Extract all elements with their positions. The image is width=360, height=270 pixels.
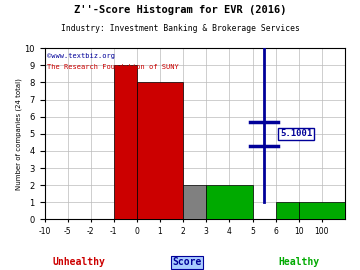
Text: The Research Foundation of SUNY: The Research Foundation of SUNY bbox=[47, 64, 179, 70]
Y-axis label: Number of companies (24 total): Number of companies (24 total) bbox=[15, 78, 22, 190]
Text: Healthy: Healthy bbox=[278, 257, 319, 267]
Bar bbox=[299, 202, 345, 220]
Bar bbox=[114, 65, 137, 220]
Bar bbox=[183, 185, 206, 220]
Bar bbox=[276, 202, 299, 220]
Bar bbox=[137, 82, 183, 220]
Text: ©www.textbiz.org: ©www.textbiz.org bbox=[47, 53, 115, 59]
Text: Z''-Score Histogram for EVR (2016): Z''-Score Histogram for EVR (2016) bbox=[74, 5, 286, 15]
Text: Score: Score bbox=[172, 257, 202, 267]
Text: Industry: Investment Banking & Brokerage Services: Industry: Investment Banking & Brokerage… bbox=[60, 24, 300, 33]
Bar bbox=[206, 185, 252, 220]
Text: 5.1001: 5.1001 bbox=[280, 129, 312, 138]
Text: Unhealthy: Unhealthy bbox=[53, 257, 105, 267]
